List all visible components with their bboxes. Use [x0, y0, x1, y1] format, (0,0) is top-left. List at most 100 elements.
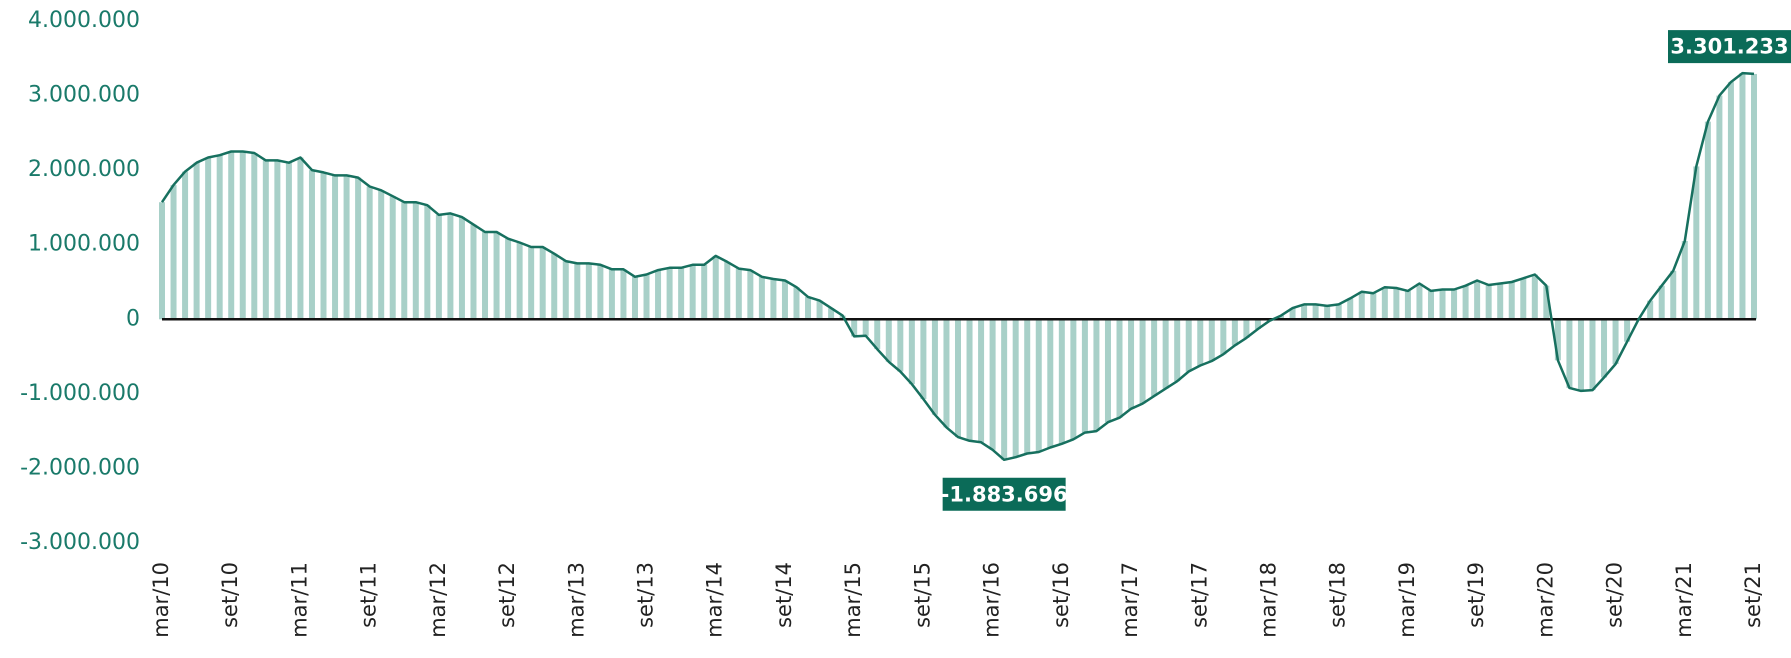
bar: [332, 175, 339, 320]
x-tick-label: set/20: [1603, 562, 1627, 628]
y-tick-label: -1.000.000: [20, 381, 140, 406]
bar: [1601, 319, 1608, 378]
bar: [216, 155, 223, 320]
bar: [908, 319, 915, 385]
bar: [1381, 287, 1388, 320]
bar: [885, 319, 892, 362]
bar: [1716, 95, 1723, 320]
bar: [828, 308, 835, 320]
bar: [1070, 319, 1077, 440]
bar: [1462, 285, 1469, 320]
bar: [620, 269, 627, 320]
bar: [1427, 290, 1434, 320]
bar: [1658, 285, 1665, 320]
y-tick-label: 3.000.000: [28, 83, 140, 108]
bar: [424, 205, 431, 320]
bar: [1197, 319, 1204, 366]
bar: [597, 264, 604, 320]
bar: [366, 186, 373, 320]
bar: [978, 319, 985, 443]
bar: [1577, 319, 1584, 391]
bar: [562, 261, 569, 320]
bar: [1243, 319, 1250, 338]
bar: [1047, 319, 1054, 448]
bar: [931, 319, 938, 415]
y-tick-label: 1.000.000: [28, 232, 140, 257]
bar: [943, 319, 950, 428]
bar: [285, 162, 292, 320]
bar: [1162, 319, 1169, 389]
bar: [1520, 278, 1527, 320]
x-tick-label: set/11: [357, 562, 381, 628]
bar: [1104, 319, 1111, 423]
bar: [239, 151, 246, 320]
bar: [1727, 82, 1734, 320]
bar: [862, 319, 869, 336]
x-tick-label: mar/14: [703, 562, 727, 638]
bar: [528, 246, 535, 320]
bar: [689, 264, 696, 320]
x-tick-label: mar/19: [1395, 562, 1419, 638]
bar: [631, 276, 638, 320]
bar: [1451, 289, 1458, 320]
x-tick-label: set/15: [910, 562, 934, 628]
bar: [1312, 304, 1319, 320]
bar: [655, 270, 662, 320]
bar: [608, 269, 615, 320]
bar: [851, 319, 858, 337]
bar: [874, 319, 881, 350]
bar: [447, 213, 454, 320]
line: [160, 71, 1755, 462]
bar: [1416, 283, 1423, 320]
x-tick-label: mar/11: [287, 562, 311, 638]
x-tick-label: set/10: [218, 562, 242, 628]
annotation-label: 3.301.233: [1670, 35, 1788, 59]
x-tick-label: set/16: [1049, 562, 1073, 628]
y-tick-label: -2.000.000: [20, 455, 140, 480]
bar: [747, 270, 754, 320]
bar: [666, 267, 673, 320]
bar: [1116, 319, 1123, 418]
bar: [1324, 305, 1331, 320]
x-tick-label: mar/10: [149, 562, 173, 638]
bar: [320, 172, 327, 320]
y-tick-label: 0: [126, 306, 140, 331]
bar: [1151, 319, 1158, 397]
bar: [1128, 319, 1135, 409]
bar: [493, 232, 500, 320]
bar: [1566, 319, 1573, 388]
bar: [1185, 319, 1192, 372]
bar: [1012, 319, 1019, 458]
bar: [1612, 319, 1619, 365]
x-tick-label: mar/12: [426, 562, 450, 638]
bar: [805, 296, 812, 320]
bar: [1554, 319, 1561, 361]
bar: [955, 319, 961, 438]
y-tick-label: 4.000.000: [28, 8, 140, 33]
bar: [793, 287, 800, 320]
bar: [897, 319, 904, 372]
bar: [1358, 291, 1365, 320]
bar: [355, 177, 362, 320]
bar: [1681, 240, 1688, 320]
bar: [712, 255, 719, 320]
x-tick-label: mar/15: [841, 562, 865, 638]
bar: [274, 160, 281, 320]
bar: [724, 261, 731, 320]
x-tick-label: set/14: [772, 562, 796, 628]
bar: [458, 217, 465, 320]
x-tick-label: set/21: [1741, 562, 1765, 628]
bar: [435, 214, 442, 320]
bar: [308, 170, 315, 320]
bar: [170, 185, 177, 320]
annotation-box: [1668, 30, 1791, 64]
bar: [1335, 304, 1342, 320]
bar: [1497, 283, 1504, 320]
bar: [1001, 319, 1008, 460]
bar: [1531, 274, 1538, 320]
bar: [401, 202, 408, 320]
bar: [1751, 73, 1757, 320]
bar: [1278, 315, 1285, 320]
bar: [1693, 166, 1700, 320]
